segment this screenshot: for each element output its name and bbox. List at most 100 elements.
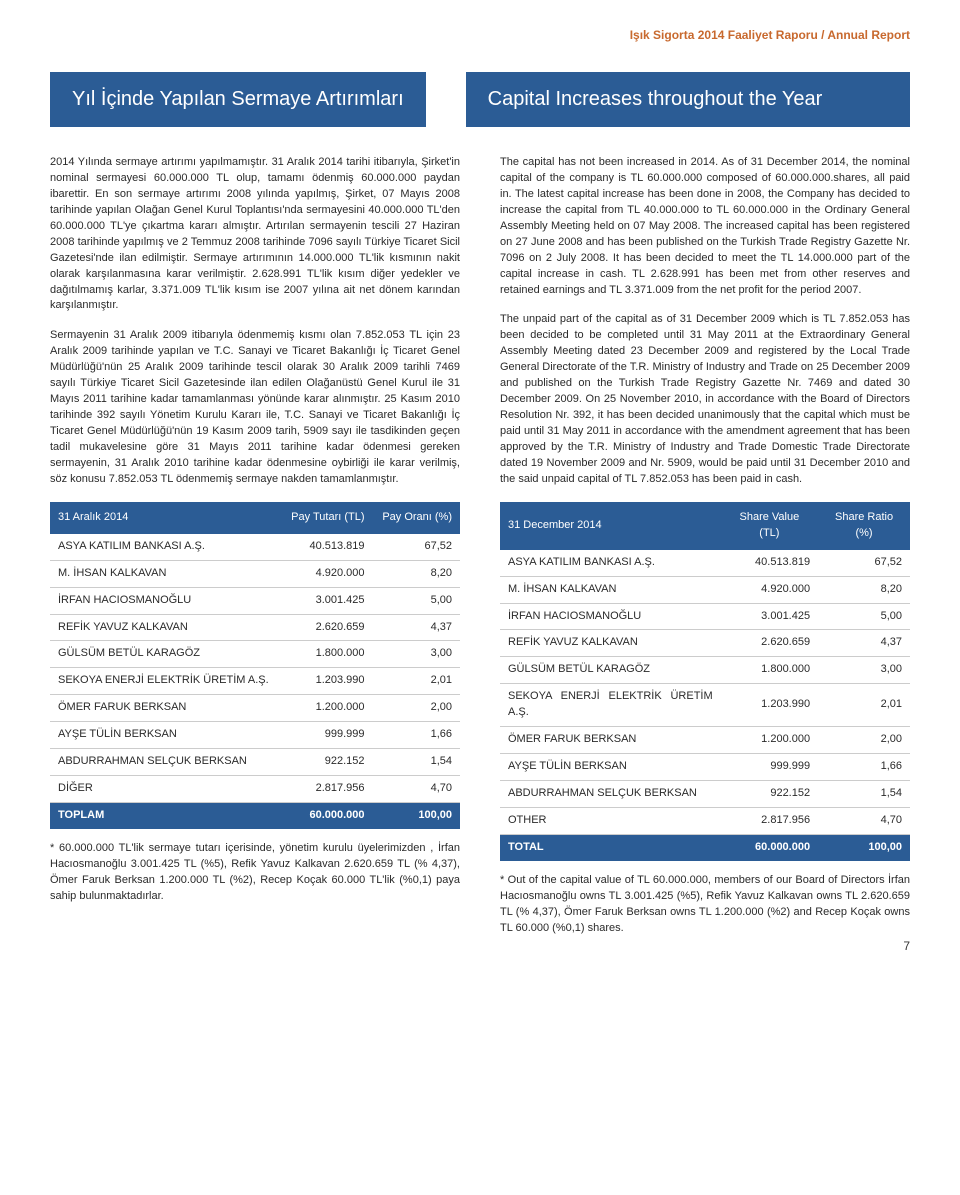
cell-name: ABDURRAHMAN SELÇUK BERKSAN bbox=[500, 781, 721, 808]
table-row: REFİK YAVUZ KALKAVAN2.620.6594,37 bbox=[500, 630, 910, 657]
cell-ratio: 8,20 bbox=[818, 576, 910, 603]
table-row: İRFAN HACIOSMANOĞLU3.001.4255,00 bbox=[50, 587, 460, 614]
cell-value: 999.999 bbox=[721, 754, 818, 781]
cell-ratio: 2,01 bbox=[818, 684, 910, 727]
cell-name: ASYA KATILIM BANKASI A.Ş. bbox=[500, 550, 721, 576]
th-ratio: Pay Oranı (%) bbox=[373, 502, 460, 534]
cell-ratio: 1,66 bbox=[818, 754, 910, 781]
page: Işık Sigorta 2014 Faaliyet Raporu / Annu… bbox=[0, 0, 960, 967]
cell-value: 2.817.956 bbox=[721, 808, 818, 835]
total-value: 60.000.000 bbox=[281, 803, 372, 829]
cell-ratio: 8,20 bbox=[373, 560, 460, 587]
th-name: 31 December 2014 bbox=[500, 502, 721, 550]
left-column: 2014 Yılında sermaye artırımı yapılmamış… bbox=[50, 155, 460, 937]
table-row: OTHER2.817.9564,70 bbox=[500, 808, 910, 835]
total-label: TOTAL bbox=[500, 834, 721, 860]
cell-value: 4.920.000 bbox=[281, 560, 372, 587]
right-table-body: ASYA KATILIM BANKASI A.Ş.40.513.81967,52… bbox=[500, 550, 910, 835]
total-ratio: 100,00 bbox=[818, 834, 910, 860]
table-row: DİĞER2.817.9564,70 bbox=[50, 776, 460, 803]
cell-value: 999.999 bbox=[281, 722, 372, 749]
cell-name: GÜLSÜM BETÜL KARAGÖZ bbox=[50, 641, 281, 668]
title-row: Yıl İçinde Yapılan Sermaye Artırımları C… bbox=[50, 72, 910, 127]
cell-ratio: 5,00 bbox=[373, 587, 460, 614]
cell-ratio: 3,00 bbox=[818, 657, 910, 684]
cell-value: 3.001.425 bbox=[281, 587, 372, 614]
table-row: SEKOYA ENERJİ ELEKTRİK ÜRETİM A.Ş.1.203.… bbox=[50, 668, 460, 695]
table-row: REFİK YAVUZ KALKAVAN2.620.6594,37 bbox=[50, 614, 460, 641]
cell-ratio: 2,00 bbox=[373, 695, 460, 722]
cell-ratio: 2,00 bbox=[818, 727, 910, 754]
title-left: Yıl İçinde Yapılan Sermaye Artırımları bbox=[50, 72, 426, 127]
table-row: ASYA KATILIM BANKASI A.Ş.40.513.81967,52 bbox=[50, 534, 460, 560]
right-p1: The capital has not been increased in 20… bbox=[500, 155, 910, 298]
total-ratio: 100,00 bbox=[373, 803, 460, 829]
table-row: ÖMER FARUK BERKSAN1.200.0002,00 bbox=[50, 695, 460, 722]
cell-name: REFİK YAVUZ KALKAVAN bbox=[500, 630, 721, 657]
cell-value: 2.620.659 bbox=[721, 630, 818, 657]
cell-name: AYŞE TÜLİN BERKSAN bbox=[500, 754, 721, 781]
cell-name: GÜLSÜM BETÜL KARAGÖZ bbox=[500, 657, 721, 684]
cell-name: ÖMER FARUK BERKSAN bbox=[500, 727, 721, 754]
cell-value: 1.800.000 bbox=[721, 657, 818, 684]
cell-name: ABDURRAHMAN SELÇUK BERKSAN bbox=[50, 749, 281, 776]
cell-value: 1.203.990 bbox=[721, 684, 818, 727]
cell-value: 1.200.000 bbox=[721, 727, 818, 754]
table-row: ÖMER FARUK BERKSAN1.200.0002,00 bbox=[500, 727, 910, 754]
cell-name: İRFAN HACIOSMANOĞLU bbox=[50, 587, 281, 614]
total-value: 60.000.000 bbox=[721, 834, 818, 860]
left-p2: Sermayenin 31 Aralık 2009 itibarıyla öde… bbox=[50, 328, 460, 487]
cell-ratio: 4,70 bbox=[818, 808, 910, 835]
page-number: 7 bbox=[903, 939, 910, 953]
cell-name: ÖMER FARUK BERKSAN bbox=[50, 695, 281, 722]
cell-ratio: 4,37 bbox=[818, 630, 910, 657]
cell-value: 40.513.819 bbox=[721, 550, 818, 576]
cell-ratio: 2,01 bbox=[373, 668, 460, 695]
table-row: GÜLSÜM BETÜL KARAGÖZ1.800.0003,00 bbox=[50, 641, 460, 668]
right-p2: The unpaid part of the capital as of 31 … bbox=[500, 312, 910, 487]
cell-value: 2.817.956 bbox=[281, 776, 372, 803]
cell-ratio: 5,00 bbox=[818, 603, 910, 630]
cell-name: SEKOYA ENERJİ ELEKTRİK ÜRETİM A.Ş. bbox=[50, 668, 281, 695]
th-ratio: Share Ratio (%) bbox=[818, 502, 910, 550]
cell-name: REFİK YAVUZ KALKAVAN bbox=[50, 614, 281, 641]
cell-value: 3.001.425 bbox=[721, 603, 818, 630]
cell-ratio: 1,54 bbox=[373, 749, 460, 776]
cell-name: DİĞER bbox=[50, 776, 281, 803]
cell-ratio: 4,70 bbox=[373, 776, 460, 803]
cell-name: SEKOYA ENERJİ ELEKTRİK ÜRETİM A.Ş. bbox=[500, 684, 721, 727]
cell-value: 1.200.000 bbox=[281, 695, 372, 722]
cell-ratio: 4,37 bbox=[373, 614, 460, 641]
table-row: SEKOYA ENERJİ ELEKTRİK ÜRETİM A.Ş.1.203.… bbox=[500, 684, 910, 727]
th-value: Share Value (TL) bbox=[721, 502, 818, 550]
cell-name: M. İHSAN KALKAVAN bbox=[50, 560, 281, 587]
right-footnote: * Out of the capital value of TL 60.000.… bbox=[500, 873, 910, 937]
columns: 2014 Yılında sermaye artırımı yapılmamış… bbox=[50, 155, 910, 937]
table-row: AYŞE TÜLİN BERKSAN999.9991,66 bbox=[500, 754, 910, 781]
cell-name: ASYA KATILIM BANKASI A.Ş. bbox=[50, 534, 281, 560]
table-row: M. İHSAN KALKAVAN4.920.0008,20 bbox=[50, 560, 460, 587]
cell-value: 922.152 bbox=[721, 781, 818, 808]
cell-value: 40.513.819 bbox=[281, 534, 372, 560]
cell-value: 1.800.000 bbox=[281, 641, 372, 668]
cell-ratio: 67,52 bbox=[818, 550, 910, 576]
total-label: TOPLAM bbox=[50, 803, 281, 829]
table-header-row: 31 Aralık 2014 Pay Tutarı (TL) Pay Oranı… bbox=[50, 502, 460, 534]
cell-ratio: 1,54 bbox=[818, 781, 910, 808]
table-row: ABDURRAHMAN SELÇUK BERKSAN922.1521,54 bbox=[50, 749, 460, 776]
cell-value: 1.203.990 bbox=[281, 668, 372, 695]
table-row: GÜLSÜM BETÜL KARAGÖZ1.800.0003,00 bbox=[500, 657, 910, 684]
cell-value: 4.920.000 bbox=[721, 576, 818, 603]
report-header: Işık Sigorta 2014 Faaliyet Raporu / Annu… bbox=[50, 28, 910, 42]
table-row: AYŞE TÜLİN BERKSAN999.9991,66 bbox=[50, 722, 460, 749]
total-row: TOPLAM 60.000.000 100,00 bbox=[50, 803, 460, 829]
th-name: 31 Aralık 2014 bbox=[50, 502, 281, 534]
table-row: ASYA KATILIM BANKASI A.Ş.40.513.81967,52 bbox=[500, 550, 910, 576]
right-column: The capital has not been increased in 20… bbox=[500, 155, 910, 937]
left-p1: 2014 Yılında sermaye artırımı yapılmamış… bbox=[50, 155, 460, 314]
cell-name: M. İHSAN KALKAVAN bbox=[500, 576, 721, 603]
cell-value: 2.620.659 bbox=[281, 614, 372, 641]
left-table-body: ASYA KATILIM BANKASI A.Ş.40.513.81967,52… bbox=[50, 534, 460, 803]
right-table: 31 December 2014 Share Value (TL) Share … bbox=[500, 502, 910, 861]
table-header-row: 31 December 2014 Share Value (TL) Share … bbox=[500, 502, 910, 550]
